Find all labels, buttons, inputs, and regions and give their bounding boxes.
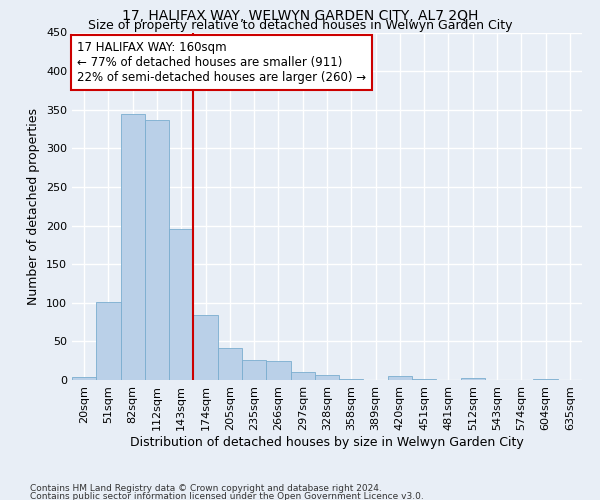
Bar [412,379,436,380]
Text: Size of property relative to detached houses in Welwyn Garden City: Size of property relative to detached ho… [88,19,512,32]
Bar [533,379,558,380]
Bar [461,378,485,380]
Bar [339,379,364,380]
Bar [218,348,242,380]
Text: Contains public sector information licensed under the Open Government Licence v3: Contains public sector information licen… [30,492,424,500]
Bar [193,315,218,380]
Bar [145,120,169,380]
Bar [315,376,339,380]
Bar [169,230,193,380]
Bar [96,302,121,380]
X-axis label: Distribution of detached houses by size in Welwyn Garden City: Distribution of detached houses by size … [130,436,524,448]
Bar [242,360,266,380]
Text: 17, HALIFAX WAY, WELWYN GARDEN CITY, AL7 2QH: 17, HALIFAX WAY, WELWYN GARDEN CITY, AL7… [122,9,478,23]
Text: Contains HM Land Registry data © Crown copyright and database right 2024.: Contains HM Land Registry data © Crown c… [30,484,382,493]
Bar [290,372,315,380]
Bar [72,377,96,380]
Bar [388,376,412,380]
Y-axis label: Number of detached properties: Number of detached properties [28,108,40,304]
Bar [266,360,290,380]
Bar [121,114,145,380]
Text: 17 HALIFAX WAY: 160sqm
← 77% of detached houses are smaller (911)
22% of semi-de: 17 HALIFAX WAY: 160sqm ← 77% of detached… [77,41,366,84]
